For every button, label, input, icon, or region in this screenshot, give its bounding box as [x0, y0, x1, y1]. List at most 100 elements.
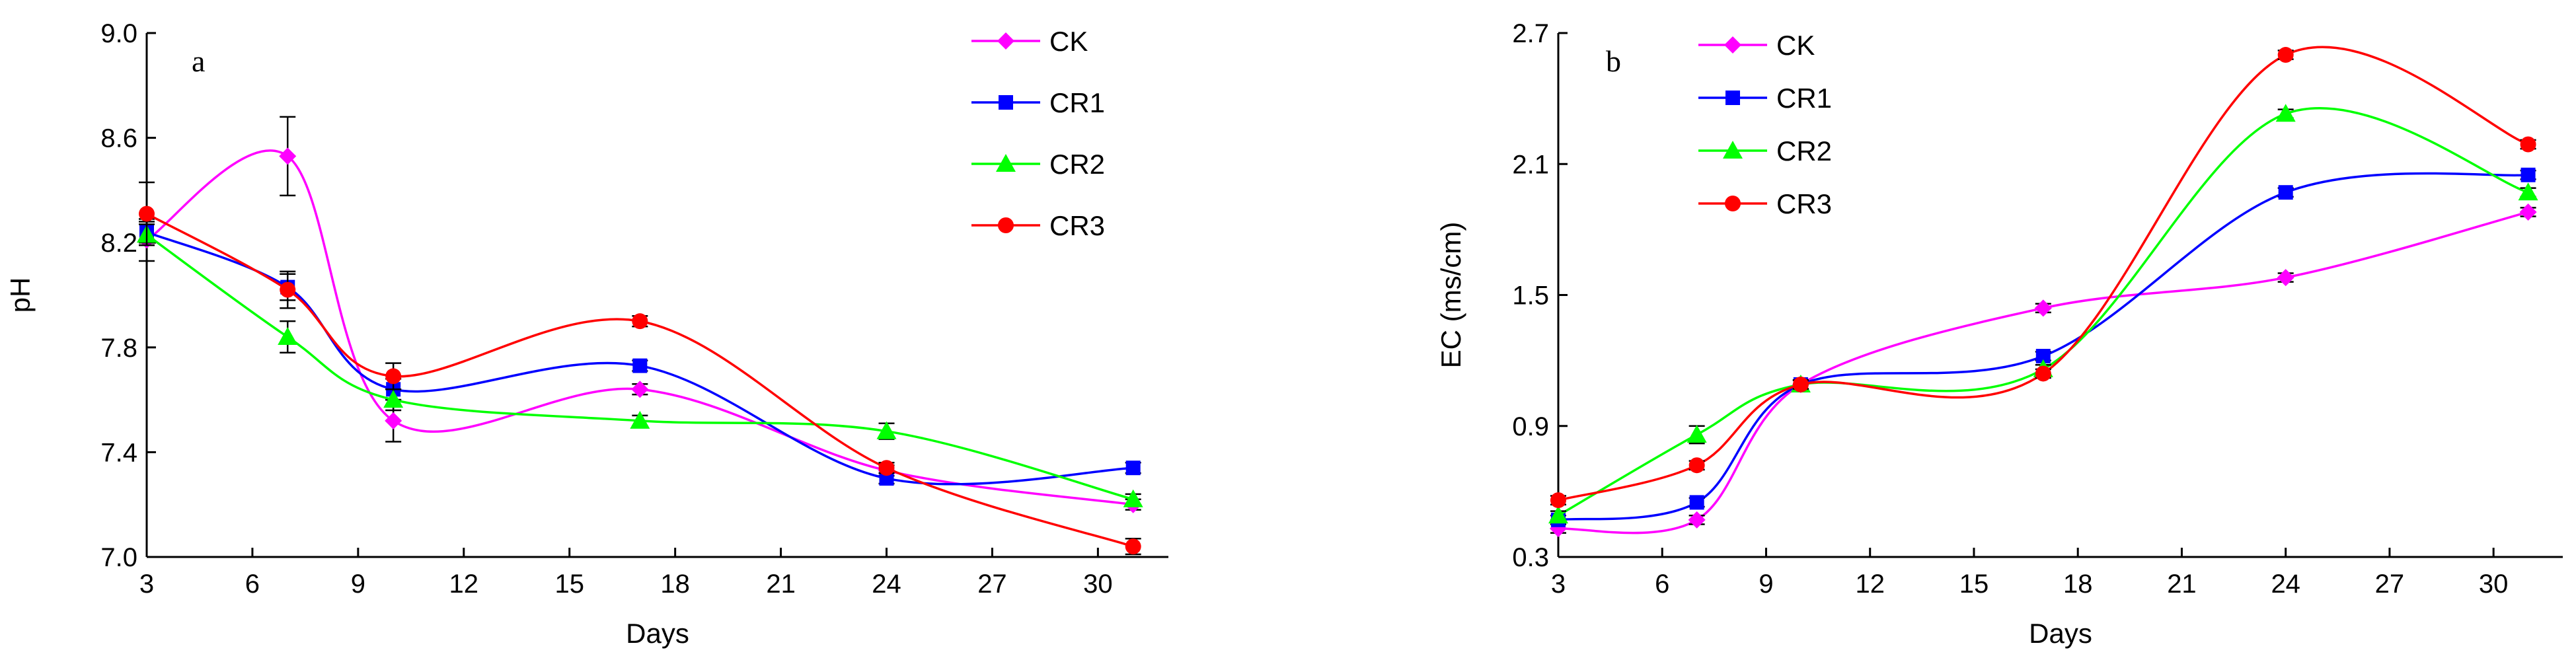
x-tick-label: 27	[977, 570, 1007, 599]
data-point	[139, 205, 155, 222]
data-point	[2520, 136, 2536, 153]
legend-marker	[996, 154, 1016, 172]
data-point	[1550, 492, 1566, 509]
series-cr2	[137, 223, 1143, 507]
x-tick-label: 30	[1083, 570, 1113, 599]
y-tick-label: 1.5	[1512, 281, 1549, 311]
y-tick-label: 2.7	[1512, 19, 1549, 48]
data-point	[2035, 349, 2051, 364]
legend-item-cr1: CR1	[971, 87, 1105, 118]
y-tick-label: 0.9	[1512, 412, 1549, 441]
data-point	[2034, 299, 2052, 317]
data-point	[278, 326, 298, 345]
legend-item-cr1: CR1	[1698, 83, 1832, 114]
series-cr3	[139, 181, 1141, 556]
data-point	[632, 313, 648, 330]
legend-item-cr3: CR3	[971, 210, 1105, 241]
x-axis-title: Days	[626, 618, 689, 649]
data-point	[385, 412, 402, 429]
x-tick-label: 12	[1855, 570, 1885, 599]
x-tick-label: 27	[2375, 570, 2405, 599]
y-tick-label: 7.0	[100, 543, 137, 572]
y-axis-title: pH	[5, 277, 36, 313]
x-tick-label: 24	[872, 570, 901, 599]
series-line	[1558, 46, 2529, 501]
data-point	[1548, 505, 1568, 524]
x-tick-label: 18	[660, 570, 690, 599]
data-point	[632, 358, 648, 373]
x-tick-label: 15	[554, 570, 584, 599]
data-point	[385, 368, 402, 385]
legend-item-ck: CK	[1698, 30, 1815, 61]
data-point	[1689, 495, 1704, 510]
legend-marker	[1725, 91, 1740, 105]
legend-marker	[1725, 196, 1741, 211]
legend-item-cr2: CR2	[971, 149, 1105, 180]
data-point	[2518, 182, 2538, 201]
legend-item-cr2: CR2	[1698, 135, 1832, 166]
data-point	[1125, 461, 1141, 476]
data-point	[1688, 511, 1706, 529]
data-point	[876, 421, 897, 439]
x-tick-label: 9	[1759, 570, 1773, 599]
panel-label: a	[192, 44, 205, 78]
chart-panel-b: 0.3 0.9 1.5 2.1 2.7 3 6 9 12 15 18 21 24 27 30 Days EC (…	[1435, 19, 2563, 649]
y-tick-label: 2.1	[1512, 150, 1549, 179]
x-tick-label: 30	[2479, 570, 2509, 599]
x-tick-label: 12	[449, 570, 479, 599]
legend-label: CK	[1049, 26, 1088, 57]
legend-label: CR3	[1776, 188, 1832, 219]
legend-item-cr3: CR3	[1698, 188, 1832, 219]
y-tick-label: 9.0	[100, 19, 137, 48]
legend-marker	[997, 32, 1014, 50]
legend-label: CR2	[1776, 135, 1832, 166]
legend-marker	[1723, 141, 1743, 159]
data-point	[279, 147, 297, 165]
legend-item-ck: CK	[971, 26, 1088, 57]
legend-marker	[999, 95, 1013, 110]
data-point	[2035, 365, 2051, 382]
y-axis-title: EC (ms/cm)	[1435, 222, 1466, 369]
x-tick-label: 9	[351, 570, 365, 599]
legend-label: CR2	[1049, 149, 1105, 180]
x-tick-label: 6	[245, 570, 260, 599]
series-cr1	[1550, 167, 2536, 527]
legend-marker	[998, 217, 1014, 233]
data-point	[2520, 167, 2536, 182]
series-cr1	[139, 221, 1141, 486]
y-tick-label: 7.4	[100, 438, 137, 467]
data-point	[630, 410, 650, 429]
x-tick-label: 24	[2271, 570, 2300, 599]
data-point	[631, 381, 649, 398]
data-point	[2277, 47, 2294, 63]
series-line	[146, 231, 1133, 486]
chart-panel-a: 7.0 7.4 7.8 8.2 8.6 9.0 3 6 9 12 15 18 21 24 27 30 Days p…	[5, 19, 1168, 649]
y-tick-label: 0.3	[1512, 543, 1549, 572]
data-point	[2278, 185, 2293, 200]
data-point	[280, 281, 296, 298]
data-point	[1125, 538, 1141, 555]
series-line	[146, 213, 1134, 548]
data-point	[1792, 376, 1809, 392]
x-tick-label: 21	[766, 570, 796, 599]
data-point	[1688, 457, 1705, 474]
data-point	[2277, 269, 2294, 287]
x-tick-label: 6	[1655, 570, 1669, 599]
data-point	[383, 390, 404, 408]
y-tick-label: 8.2	[100, 229, 137, 258]
data-point	[2275, 104, 2296, 122]
x-tick-label: 3	[1551, 570, 1566, 599]
legend-label: CK	[1776, 30, 1815, 61]
series-line	[145, 233, 1134, 501]
x-axis-title: Days	[2029, 618, 2092, 649]
x-tick-label: 21	[2167, 570, 2197, 599]
legend-label: CR1	[1049, 87, 1105, 118]
series-cr3	[1550, 46, 2536, 509]
panel-label: b	[1606, 44, 1621, 78]
x-tick-label: 18	[2063, 570, 2093, 599]
data-point	[2519, 203, 2537, 221]
legend-label: CR1	[1776, 83, 1832, 114]
legend-marker	[1724, 36, 1741, 54]
